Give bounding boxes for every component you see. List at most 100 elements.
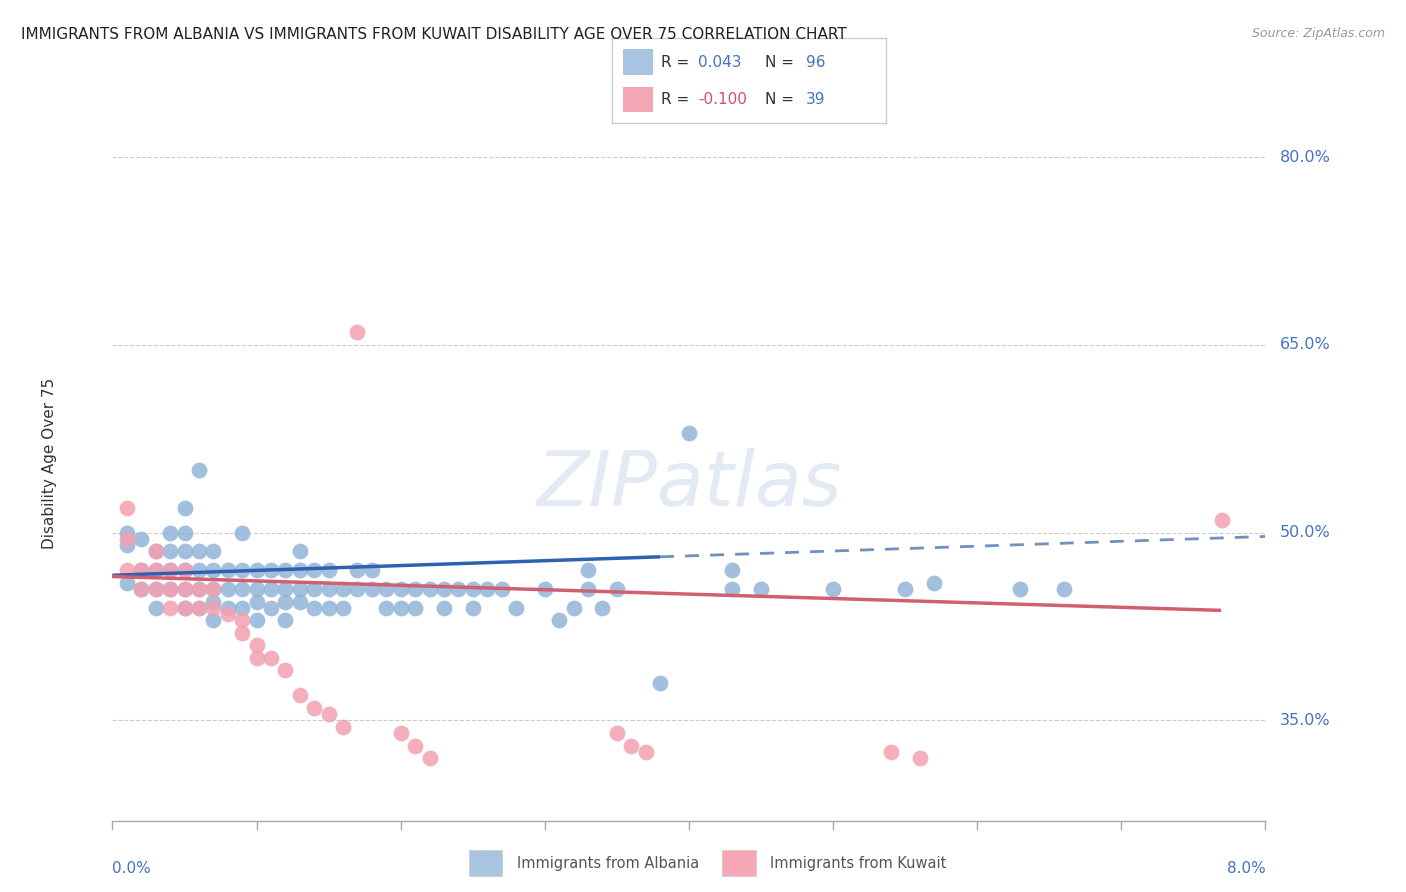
Point <box>202 582 225 596</box>
Point <box>447 582 470 596</box>
Point <box>231 582 253 596</box>
Point <box>217 563 239 577</box>
Point <box>606 582 628 596</box>
Point <box>491 582 513 596</box>
Point <box>620 739 643 753</box>
Point <box>159 544 181 558</box>
Point <box>188 600 211 615</box>
Point <box>461 582 484 596</box>
Text: 80.0%: 80.0% <box>1279 150 1330 165</box>
Text: 35.0%: 35.0% <box>1279 713 1330 728</box>
Point <box>274 664 297 678</box>
Point <box>202 544 225 558</box>
Point <box>173 500 195 515</box>
Point <box>245 613 267 627</box>
Text: N =: N = <box>765 92 799 107</box>
Point <box>304 701 326 715</box>
Text: 0.0%: 0.0% <box>112 861 152 876</box>
Text: 50.0%: 50.0% <box>1279 525 1330 541</box>
Point <box>217 607 239 621</box>
Point <box>548 613 571 627</box>
Point <box>260 600 283 615</box>
Point <box>576 563 599 577</box>
Point <box>288 582 311 596</box>
Point <box>1010 582 1032 596</box>
Point <box>231 563 253 577</box>
Point <box>346 582 368 596</box>
Point <box>648 676 672 690</box>
Point <box>576 582 599 596</box>
Point <box>433 600 456 615</box>
Point <box>346 326 368 340</box>
Point <box>592 600 614 615</box>
Point <box>332 582 354 596</box>
Point <box>245 651 267 665</box>
Point <box>318 582 340 596</box>
Point <box>304 563 326 577</box>
Point <box>419 751 441 765</box>
Point <box>404 600 426 615</box>
Point <box>274 594 297 608</box>
Point <box>115 500 138 515</box>
Point <box>606 726 628 740</box>
Point <box>304 582 326 596</box>
Point <box>245 563 267 577</box>
Point <box>129 582 153 596</box>
Point <box>115 538 138 552</box>
Point <box>202 594 225 608</box>
Point <box>217 582 239 596</box>
Text: Source: ZipAtlas.com: Source: ZipAtlas.com <box>1251 27 1385 40</box>
Point <box>202 600 225 615</box>
Point <box>288 544 311 558</box>
Point <box>260 651 283 665</box>
Point <box>562 600 585 615</box>
Point <box>188 582 211 596</box>
Text: 96: 96 <box>806 54 825 70</box>
Point <box>159 525 181 540</box>
Point <box>129 582 153 596</box>
Point <box>159 582 181 596</box>
Text: 39: 39 <box>806 92 825 107</box>
Point <box>346 563 368 577</box>
Point <box>188 563 211 577</box>
Point <box>821 582 844 596</box>
Text: ZIPatlas: ZIPatlas <box>536 449 842 522</box>
Point <box>129 563 153 577</box>
Point <box>389 600 412 615</box>
Bar <box>468 850 502 876</box>
Point <box>115 532 138 546</box>
Point <box>894 582 917 596</box>
Point <box>360 563 382 577</box>
Point <box>245 594 267 608</box>
Point <box>115 563 138 577</box>
Point <box>159 600 181 615</box>
Point <box>145 600 167 615</box>
Point <box>231 613 253 627</box>
Point <box>332 720 354 734</box>
Point <box>1211 513 1233 527</box>
Point <box>188 600 211 615</box>
Point <box>129 563 153 577</box>
Point <box>274 563 297 577</box>
Point <box>188 463 211 477</box>
Point <box>475 582 498 596</box>
Text: Immigrants from Albania: Immigrants from Albania <box>516 855 699 871</box>
Point <box>332 600 354 615</box>
Bar <box>723 850 755 876</box>
Point <box>145 563 167 577</box>
Point <box>288 594 311 608</box>
Point <box>318 563 340 577</box>
Point <box>173 563 195 577</box>
Point <box>533 582 555 596</box>
Point <box>318 707 340 722</box>
Point <box>173 544 195 558</box>
Point <box>360 582 382 596</box>
Point <box>634 745 657 759</box>
Point <box>245 639 267 653</box>
Text: R =: R = <box>661 54 695 70</box>
Bar <box>623 49 652 75</box>
Point <box>217 600 239 615</box>
Point <box>188 544 211 558</box>
Point <box>461 600 484 615</box>
Point <box>678 425 700 440</box>
